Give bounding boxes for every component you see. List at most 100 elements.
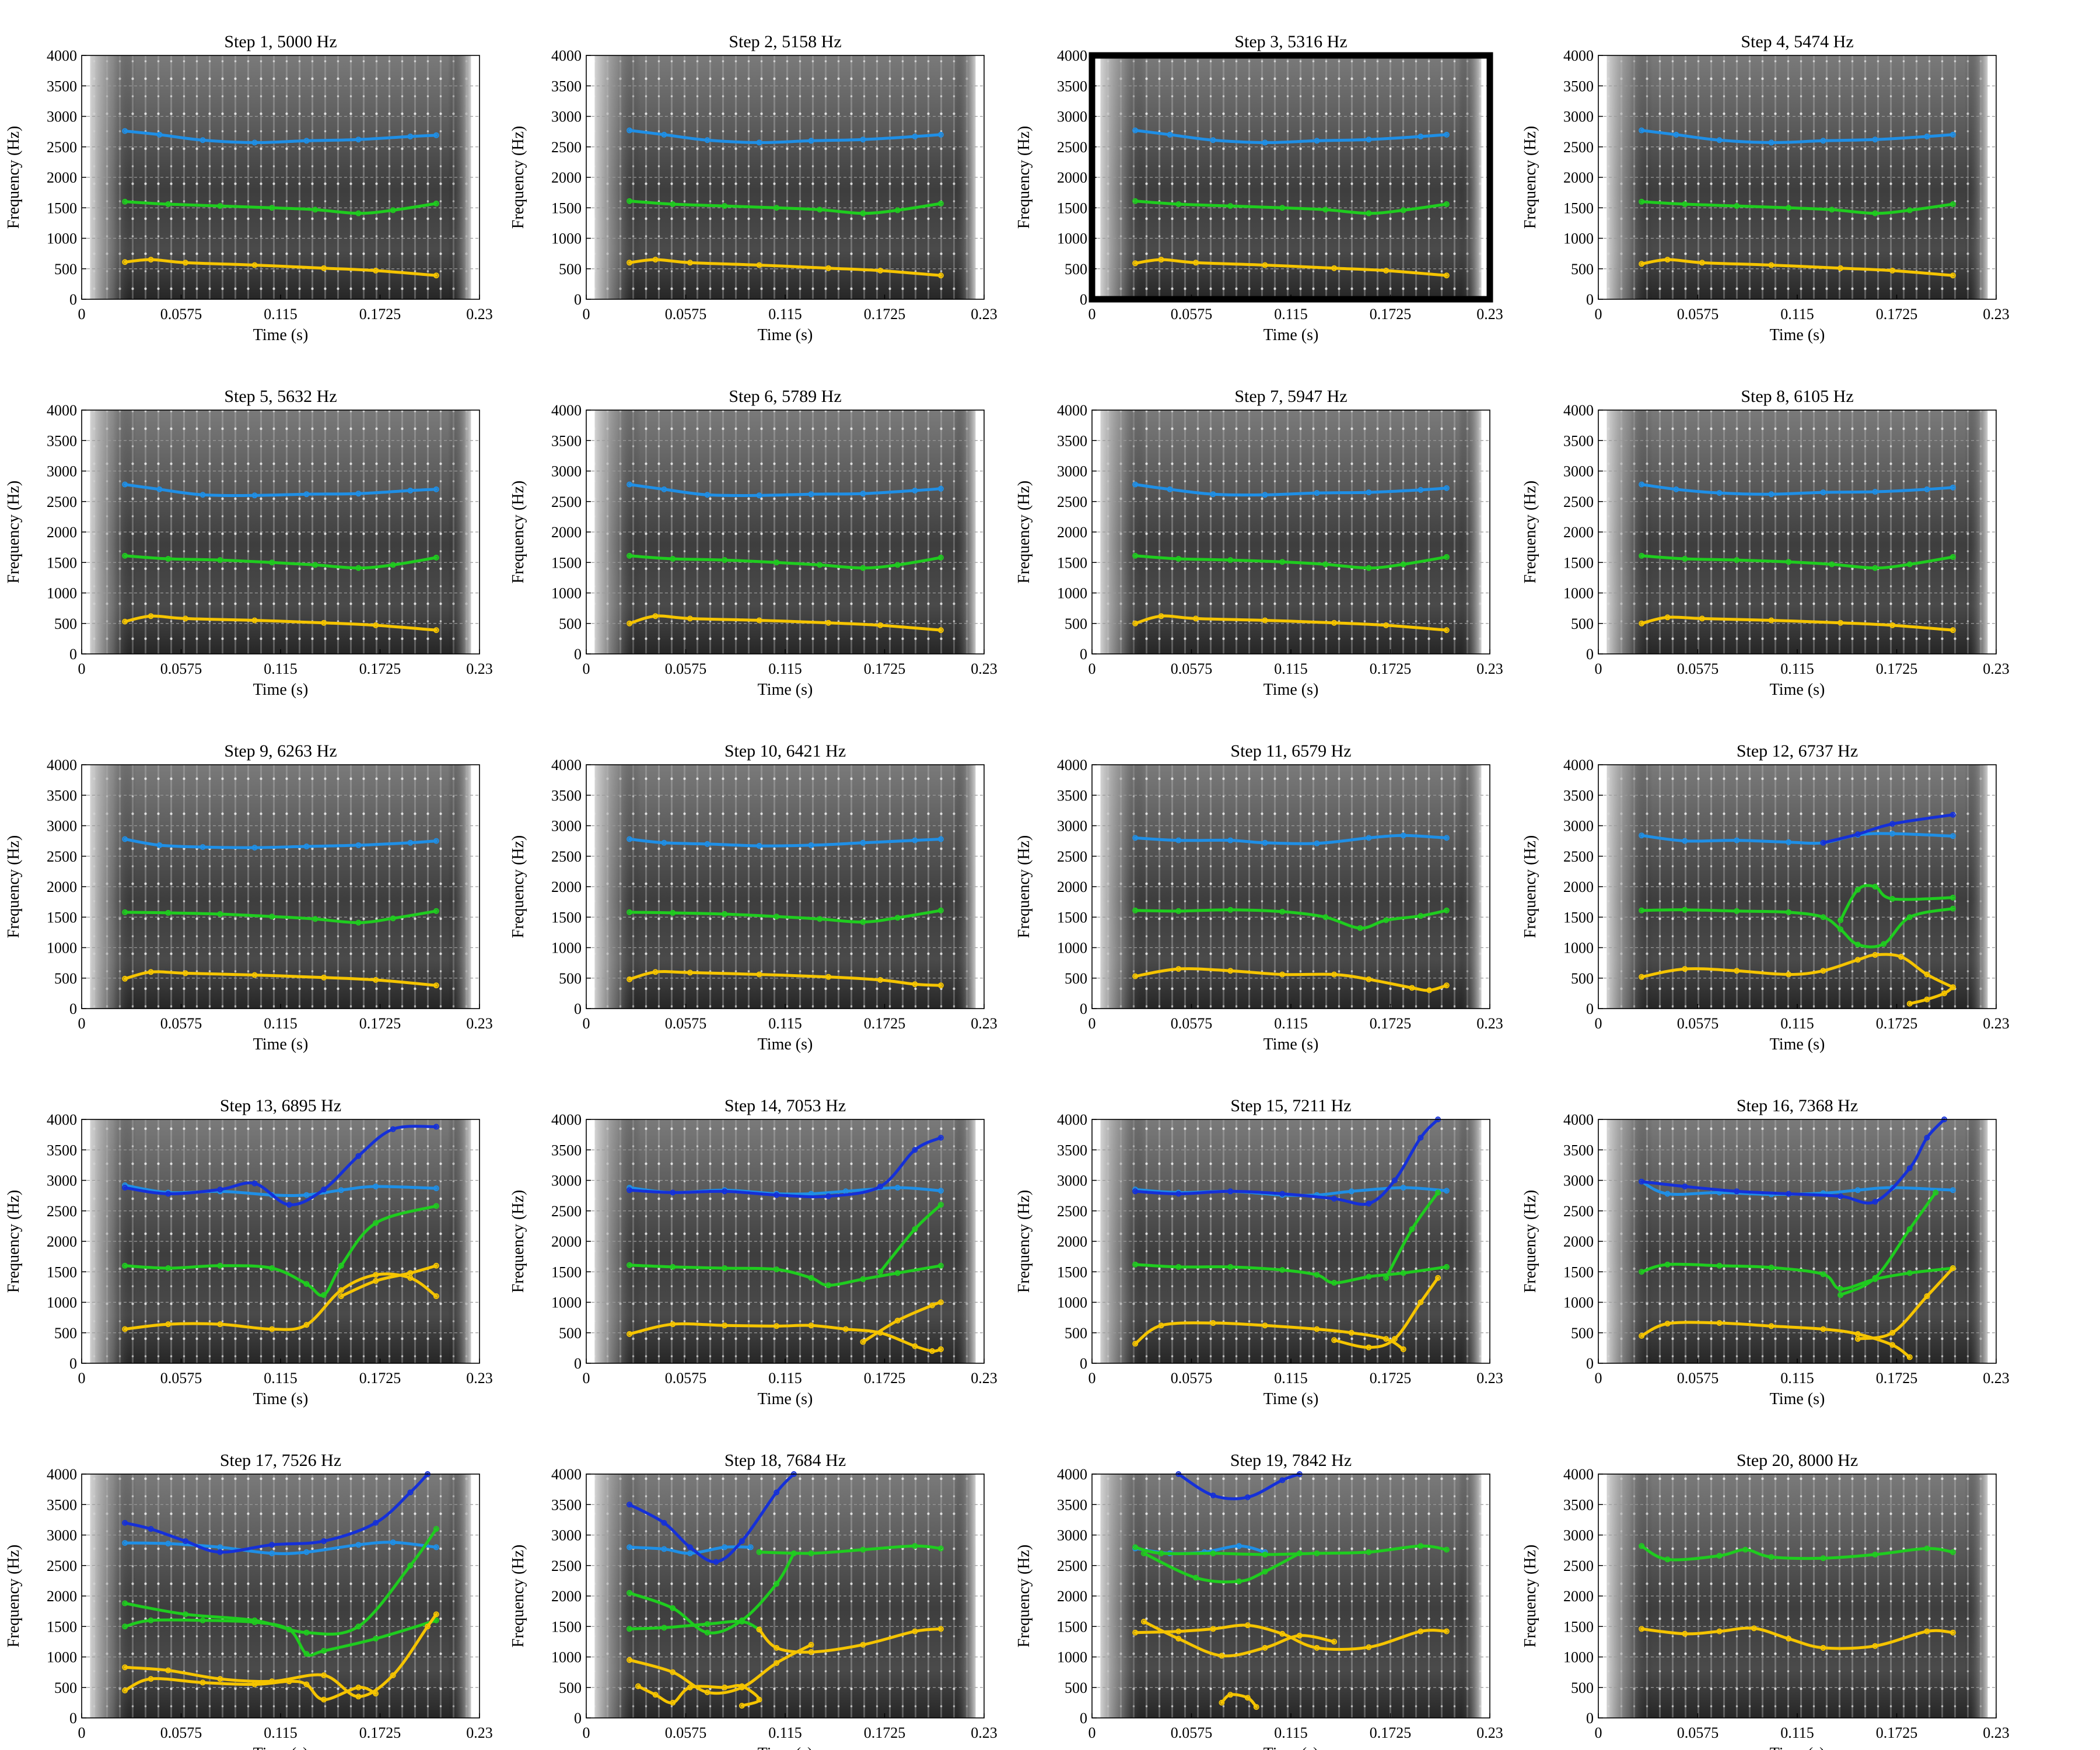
y-tick-label: 1000 — [1563, 1649, 1594, 1666]
formant-point — [1279, 971, 1286, 978]
formant-point — [1716, 1553, 1723, 1559]
formant-point — [661, 1546, 667, 1552]
formant-point — [1664, 1556, 1671, 1563]
formant-point — [433, 838, 439, 844]
panel-title: Step 11, 6579 Hz — [1230, 741, 1351, 761]
formant-point — [1314, 1644, 1320, 1651]
formant-point — [433, 132, 439, 138]
formant-point — [122, 1326, 128, 1332]
y-tick-label: 2500 — [1057, 848, 1087, 865]
formant-point — [1950, 811, 1956, 818]
formant-point — [1210, 1550, 1216, 1556]
panel-title: Step 1, 5000 Hz — [224, 32, 337, 51]
y-tick-label: 4000 — [1057, 757, 1087, 774]
y-tick-label: 3500 — [1057, 78, 1087, 94]
formant-point — [661, 1520, 667, 1526]
formant-point — [1872, 952, 1878, 958]
x-tick-label: 0 — [1088, 660, 1096, 677]
formant-point — [722, 1188, 728, 1195]
formant-point — [303, 1192, 310, 1198]
formant-point — [747, 1544, 754, 1550]
panel-title: Step 16, 7368 Hz — [1737, 1096, 1858, 1115]
y-tick-label: 0 — [1586, 1355, 1594, 1372]
formant-point — [1768, 1323, 1774, 1329]
formant-point — [1210, 491, 1216, 498]
x-tick-label: 0.23 — [466, 1370, 493, 1387]
formant-point — [1210, 1626, 1216, 1632]
formant-point — [303, 1629, 310, 1636]
y-axis-label: Frequency (Hz) — [1521, 1545, 1539, 1647]
formant-point — [1664, 1191, 1671, 1197]
x-tick-label: 0.115 — [1780, 1370, 1814, 1387]
formant-point — [1383, 917, 1390, 923]
y-tick-label: 2000 — [1563, 169, 1594, 186]
formant-point — [200, 492, 206, 498]
y-tick-label: 1500 — [551, 909, 582, 926]
x-axis-label: Time (s) — [1264, 681, 1319, 699]
formant-point — [1175, 966, 1182, 972]
formant-point — [1838, 926, 1844, 933]
formant-point — [321, 1672, 327, 1678]
formant-point — [303, 844, 310, 850]
formant-point — [894, 1270, 901, 1276]
y-tick-label: 2500 — [1057, 1558, 1087, 1574]
formant-point — [338, 1287, 344, 1293]
y-tick-label: 500 — [1571, 1679, 1594, 1696]
formant-point — [687, 1550, 693, 1556]
formant-point — [122, 128, 128, 134]
formant-point — [355, 842, 362, 848]
formant-point — [860, 1276, 866, 1282]
formant-point — [217, 1262, 223, 1269]
panel-title: Step 18, 7684 Hz — [724, 1451, 846, 1470]
x-tick-label: 0 — [583, 306, 590, 323]
formant-point — [756, 1549, 762, 1555]
y-tick-label: 1500 — [1057, 1264, 1087, 1280]
formant-point — [200, 1617, 206, 1623]
formant-point — [808, 138, 814, 144]
formant-point — [122, 552, 128, 559]
formant-point — [1950, 627, 1956, 634]
y-tick-label: 0 — [69, 291, 77, 308]
formant-track — [1839, 884, 1955, 922]
formant-point — [790, 1550, 797, 1556]
formant-point — [1366, 489, 1372, 496]
formant-point — [1400, 561, 1406, 568]
formant-point — [1716, 1262, 1723, 1269]
y-tick-label: 3000 — [1563, 1172, 1594, 1189]
y-tick-label: 2500 — [47, 139, 77, 156]
formant-point — [1872, 210, 1878, 216]
formant-point — [817, 206, 823, 213]
x-tick-label: 0.115 — [264, 1370, 298, 1387]
formant-point — [148, 1617, 154, 1623]
x-tick-label: 0 — [1595, 1724, 1602, 1741]
formant-point — [860, 210, 866, 216]
formant-point — [1838, 620, 1844, 626]
y-tick-label: 4000 — [551, 1111, 582, 1128]
formant-point — [433, 1611, 439, 1618]
y-tick-label: 500 — [54, 261, 77, 278]
x-tick-label: 0.115 — [768, 1015, 802, 1032]
formant-point — [661, 131, 667, 138]
formant-point — [1253, 1704, 1259, 1710]
x-tick-label: 0.1725 — [1876, 306, 1918, 323]
formant-point — [1400, 1185, 1406, 1191]
y-tick-label: 3500 — [1057, 1496, 1087, 1513]
formant-point — [817, 562, 823, 568]
panel-title: Step 20, 8000 Hz — [1737, 1451, 1858, 1470]
formant-point — [303, 1281, 310, 1287]
formant-point — [1435, 1189, 1441, 1196]
x-tick-label: 0 — [1088, 306, 1096, 323]
formant-point — [148, 613, 154, 620]
x-tick-label: 0.115 — [1780, 1724, 1814, 1741]
formant-point — [390, 1672, 396, 1678]
formant-point — [1314, 1272, 1320, 1278]
formant-point — [1716, 1320, 1723, 1326]
formant-point — [1639, 620, 1645, 626]
y-axis-label: Frequency (Hz) — [1521, 481, 1539, 583]
x-axis-label: Time (s) — [253, 1745, 309, 1750]
formant-point — [1418, 913, 1424, 919]
formant-point — [1950, 554, 1956, 560]
x-tick-label: 0.115 — [768, 1370, 802, 1387]
formant-point — [1443, 907, 1450, 914]
formant-point — [182, 615, 188, 622]
